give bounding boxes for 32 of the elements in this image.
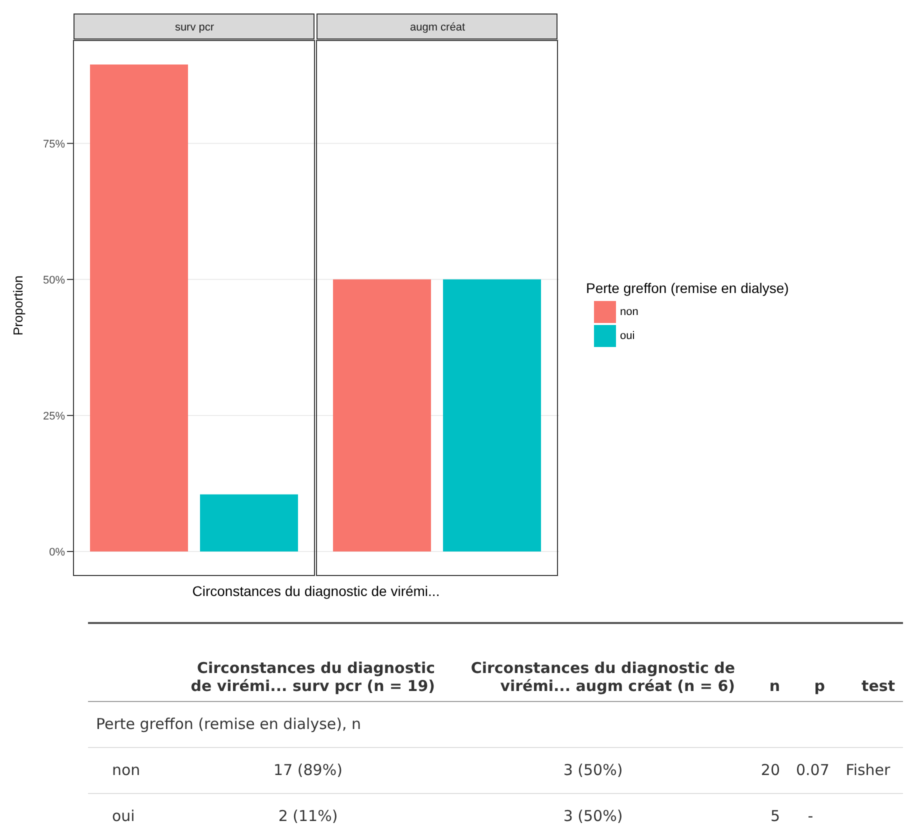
text: 5 [769,806,781,828]
legend-label: non [620,306,638,318]
legend-title: Perte greffon (remise en dialyse) [586,280,789,296]
text: 17 (89%) [272,760,344,781]
text: 2 (11%) [277,806,339,828]
y-tick-label: 25% [42,410,66,422]
text: Circonstances du diagnostic de virémi... augm créat (n = 6) [470,658,736,696]
text: Fisher [844,760,892,781]
text: test [860,676,896,696]
text: non [111,760,142,781]
text: Perte greffon (remise en dialyse), n [88,701,903,747]
y-tick-label: 50% [42,274,66,286]
bar [333,279,432,552]
y-tick-label: 75% [42,138,66,150]
text: 0.07 [795,760,830,781]
bar [200,494,298,552]
text: 20 [760,760,781,781]
bar [90,64,188,552]
text: Circonstances du diagnostic de virémi... surv pcr (n = 19) [190,658,436,696]
text: 3 (50%) [562,760,624,781]
x-tick-label: augm créat [410,22,466,34]
x-tick-label: surv pcr [174,22,214,34]
bar [443,279,542,552]
x-axis-title: Circonstances du diagnostic de virémi... [191,583,441,599]
legend-label: oui [620,330,635,342]
text: n [768,676,781,696]
text: oui [111,806,136,828]
text: 3 (50%) [562,806,624,828]
text: p [813,676,826,696]
y-axis-title: Proportion [10,274,26,338]
y-tick-label: 0% [49,546,66,558]
text: - [806,806,814,828]
